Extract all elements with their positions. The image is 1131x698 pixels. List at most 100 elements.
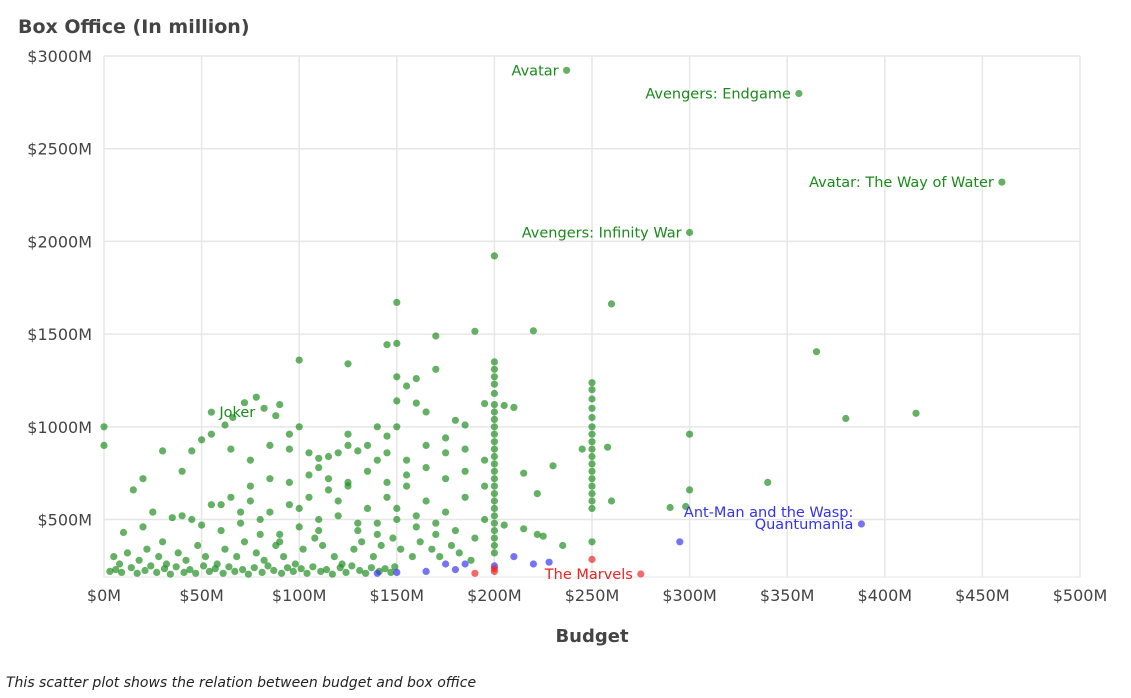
green-point: [211, 565, 219, 573]
green-point: [334, 512, 342, 520]
green-point: [490, 358, 498, 366]
green-point: [490, 549, 498, 557]
green-point: [315, 515, 323, 524]
green-point: [403, 382, 411, 390]
point-annotation: Avengers: Endgame: [645, 86, 791, 102]
green-point: [442, 449, 450, 457]
green-point: [393, 397, 401, 405]
green-point: [578, 445, 586, 453]
green-point: [607, 497, 616, 505]
green-point: [295, 504, 303, 512]
green-point: [127, 564, 135, 572]
green-point: [490, 252, 498, 260]
green-point: [490, 534, 498, 542]
green-point: [393, 515, 401, 524]
x-tick-label: $0M: [87, 586, 121, 605]
green-point: [207, 430, 215, 438]
green-point: [278, 569, 286, 577]
green-point: [200, 562, 208, 570]
green-point: [334, 449, 342, 457]
green-point: [160, 565, 169, 573]
green-point: [393, 339, 401, 347]
green-point: [317, 567, 325, 576]
green-point: [490, 445, 498, 453]
blue-point: [545, 558, 553, 566]
green-point: [490, 423, 498, 431]
green-point: [217, 501, 225, 509]
green-point: [764, 478, 772, 486]
green-point: [481, 515, 489, 524]
green-point: [461, 467, 469, 475]
green-point: [168, 514, 176, 522]
green-point: [250, 564, 258, 572]
green-point: [240, 538, 249, 546]
green-point: [239, 566, 247, 574]
green-point: [244, 570, 252, 578]
green-point: [354, 527, 362, 535]
green-point: [490, 512, 498, 520]
green-point: [432, 365, 440, 373]
green-point: [119, 528, 128, 537]
green-point: [147, 562, 155, 570]
green-point: [389, 534, 397, 542]
green-point: [490, 365, 498, 373]
green-point: [682, 502, 690, 511]
blue-point: [373, 569, 381, 577]
green-point: [422, 441, 430, 449]
green-point: [295, 356, 303, 364]
green-point: [490, 504, 498, 512]
y-tick-label: $1500M: [27, 325, 92, 344]
green-point: [588, 452, 596, 461]
y-tick-label: $2000M: [27, 232, 92, 251]
green-point: [686, 430, 694, 438]
green-point: [155, 553, 163, 561]
green-point: [311, 534, 319, 542]
green-point: [221, 421, 229, 429]
green-point: [180, 568, 188, 577]
green-point: [207, 501, 215, 509]
green-point: [383, 341, 391, 349]
x-axis-label: Budget: [555, 626, 629, 647]
green-point: [240, 399, 249, 407]
green-point: [270, 566, 278, 575]
green-point: [490, 430, 498, 438]
green-point: [604, 443, 612, 451]
green-point: [490, 380, 498, 388]
green-point: [588, 423, 596, 431]
green-point: [322, 566, 331, 574]
green-point: [563, 66, 571, 74]
green-point: [588, 379, 596, 387]
green-point: [397, 545, 405, 553]
green-point: [393, 423, 401, 431]
green-point: [221, 545, 229, 553]
y-tick-label: $3000M: [27, 47, 92, 66]
x-tick-label: $300M: [662, 586, 717, 605]
green-point: [139, 523, 147, 531]
green-point: [403, 471, 411, 479]
green-point: [285, 445, 293, 453]
green-point: [795, 89, 803, 98]
green-point: [490, 460, 498, 468]
green-point: [362, 569, 370, 577]
green-point: [588, 386, 596, 394]
green-point: [471, 327, 479, 335]
green-point: [447, 541, 456, 550]
y-tick-label: $1000M: [27, 418, 92, 437]
green-point: [490, 482, 498, 490]
x-tick-label: $200M: [467, 586, 522, 605]
blue-point: [461, 560, 469, 568]
green-point: [256, 515, 264, 524]
green-point: [422, 497, 430, 505]
green-point: [607, 300, 616, 308]
green-point: [116, 560, 124, 568]
x-tick-label: $350M: [760, 586, 815, 605]
green-point: [588, 504, 596, 512]
green-point: [412, 399, 420, 407]
green-point: [159, 447, 167, 455]
green-point: [559, 541, 567, 550]
green-point: [490, 408, 498, 416]
green-point: [432, 332, 440, 340]
green-point: [412, 523, 420, 531]
green-point: [471, 534, 479, 542]
